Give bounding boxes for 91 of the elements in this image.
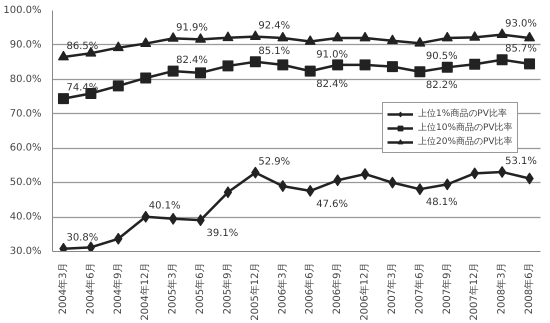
x-tick-label: 2004年3月 bbox=[56, 262, 69, 314]
data-label: 91.9% bbox=[176, 22, 208, 34]
y-tick-label: 100.0% bbox=[3, 5, 42, 16]
point bbox=[304, 35, 316, 45]
point bbox=[277, 59, 288, 70]
data-label: 53.1% bbox=[505, 156, 537, 167]
point bbox=[414, 36, 426, 47]
data-label: 91.0% bbox=[316, 49, 348, 60]
legend-label: 上位20%商品のPV比率 bbox=[418, 136, 513, 148]
point bbox=[332, 59, 344, 70]
y-tick-label: 60.0% bbox=[10, 142, 42, 154]
y-tick-label: 30.0% bbox=[10, 246, 42, 257]
point bbox=[112, 80, 124, 92]
data-label: 39.1% bbox=[206, 228, 238, 240]
point bbox=[386, 61, 398, 72]
y-tick-label: 80.0% bbox=[10, 74, 42, 85]
point bbox=[195, 33, 206, 43]
point bbox=[224, 186, 232, 198]
point bbox=[496, 28, 508, 38]
x-tick-label: 2007年3月 bbox=[386, 262, 398, 314]
point bbox=[525, 172, 534, 185]
point bbox=[250, 56, 261, 68]
point bbox=[222, 60, 234, 72]
x-tick-label: 2006年3月 bbox=[276, 262, 288, 314]
point bbox=[360, 32, 371, 42]
data-label: 52.9% bbox=[258, 156, 290, 168]
x-tick-label: 2004年9月 bbox=[112, 262, 124, 314]
point bbox=[469, 58, 480, 70]
point bbox=[414, 66, 426, 78]
point bbox=[58, 50, 69, 60]
x-tick-label: 2005年12月 bbox=[248, 262, 261, 321]
point bbox=[168, 66, 179, 77]
y-tick-label: 40.0% bbox=[10, 212, 42, 223]
y-tick-label: 50.0% bbox=[10, 177, 42, 188]
point bbox=[140, 72, 152, 84]
point bbox=[251, 166, 260, 179]
x-tick-label: 2004年6月 bbox=[84, 262, 96, 314]
x-tick-label: 2007年6月 bbox=[413, 262, 426, 314]
point bbox=[195, 67, 206, 78]
point bbox=[388, 176, 397, 189]
point bbox=[140, 37, 152, 47]
point bbox=[277, 32, 288, 42]
y-tick-label: 70.0% bbox=[10, 108, 42, 120]
legend-label: 上位1%商品のPV比率 bbox=[418, 108, 507, 120]
data-label: 40.1% bbox=[148, 200, 180, 212]
point bbox=[304, 66, 316, 77]
point bbox=[112, 41, 124, 52]
x-tick-label: 2008年6月 bbox=[523, 262, 536, 314]
x-tick-label: 2004年12月 bbox=[139, 262, 152, 321]
point bbox=[416, 183, 424, 196]
point bbox=[496, 54, 508, 66]
data-label: 82.4% bbox=[176, 55, 208, 66]
point bbox=[442, 32, 453, 42]
point bbox=[360, 168, 370, 180]
point bbox=[222, 31, 234, 42]
point bbox=[333, 174, 342, 186]
y-tick-label: 90.0% bbox=[10, 39, 42, 50]
x-tick-label: 2006年12月 bbox=[358, 262, 371, 321]
x-tick-label: 2005年3月 bbox=[166, 262, 179, 314]
x-tick-label: 2007年12月 bbox=[468, 262, 480, 321]
point bbox=[524, 58, 536, 70]
point bbox=[498, 166, 506, 178]
point bbox=[250, 30, 261, 40]
x-tick-label: 2008年3月 bbox=[496, 262, 508, 314]
legend-label: 上位10%商品のPV比率 bbox=[418, 122, 513, 134]
data-label: 90.5% bbox=[426, 51, 458, 62]
x-tick-label: 2006年6月 bbox=[304, 262, 316, 314]
x-tick-label: 2005年9月 bbox=[221, 262, 234, 314]
point bbox=[168, 212, 178, 225]
x-tick-label: 2007年9月 bbox=[440, 262, 453, 314]
data-label: 85.7% bbox=[505, 44, 537, 55]
point bbox=[442, 62, 453, 73]
point bbox=[196, 214, 205, 226]
data-label: 48.1% bbox=[426, 197, 458, 208]
data-label: 93.0% bbox=[505, 18, 537, 30]
data-label: 85.1% bbox=[258, 46, 290, 57]
data-label: 82.4% bbox=[316, 79, 348, 90]
data-label: 30.8% bbox=[66, 232, 98, 244]
point bbox=[332, 32, 344, 42]
point bbox=[58, 93, 69, 104]
point bbox=[168, 32, 179, 42]
data-label: 86.5% bbox=[66, 40, 98, 52]
data-label: 82.2% bbox=[426, 80, 458, 91]
x-tick-label: 2006年9月 bbox=[331, 262, 344, 314]
point bbox=[360, 59, 371, 70]
data-label: 47.6% bbox=[316, 198, 348, 210]
point bbox=[386, 34, 398, 44]
point bbox=[469, 31, 480, 41]
data-label: 92.4% bbox=[258, 20, 290, 32]
point bbox=[524, 32, 536, 42]
x-tick-label: 2005年6月 bbox=[194, 262, 206, 314]
